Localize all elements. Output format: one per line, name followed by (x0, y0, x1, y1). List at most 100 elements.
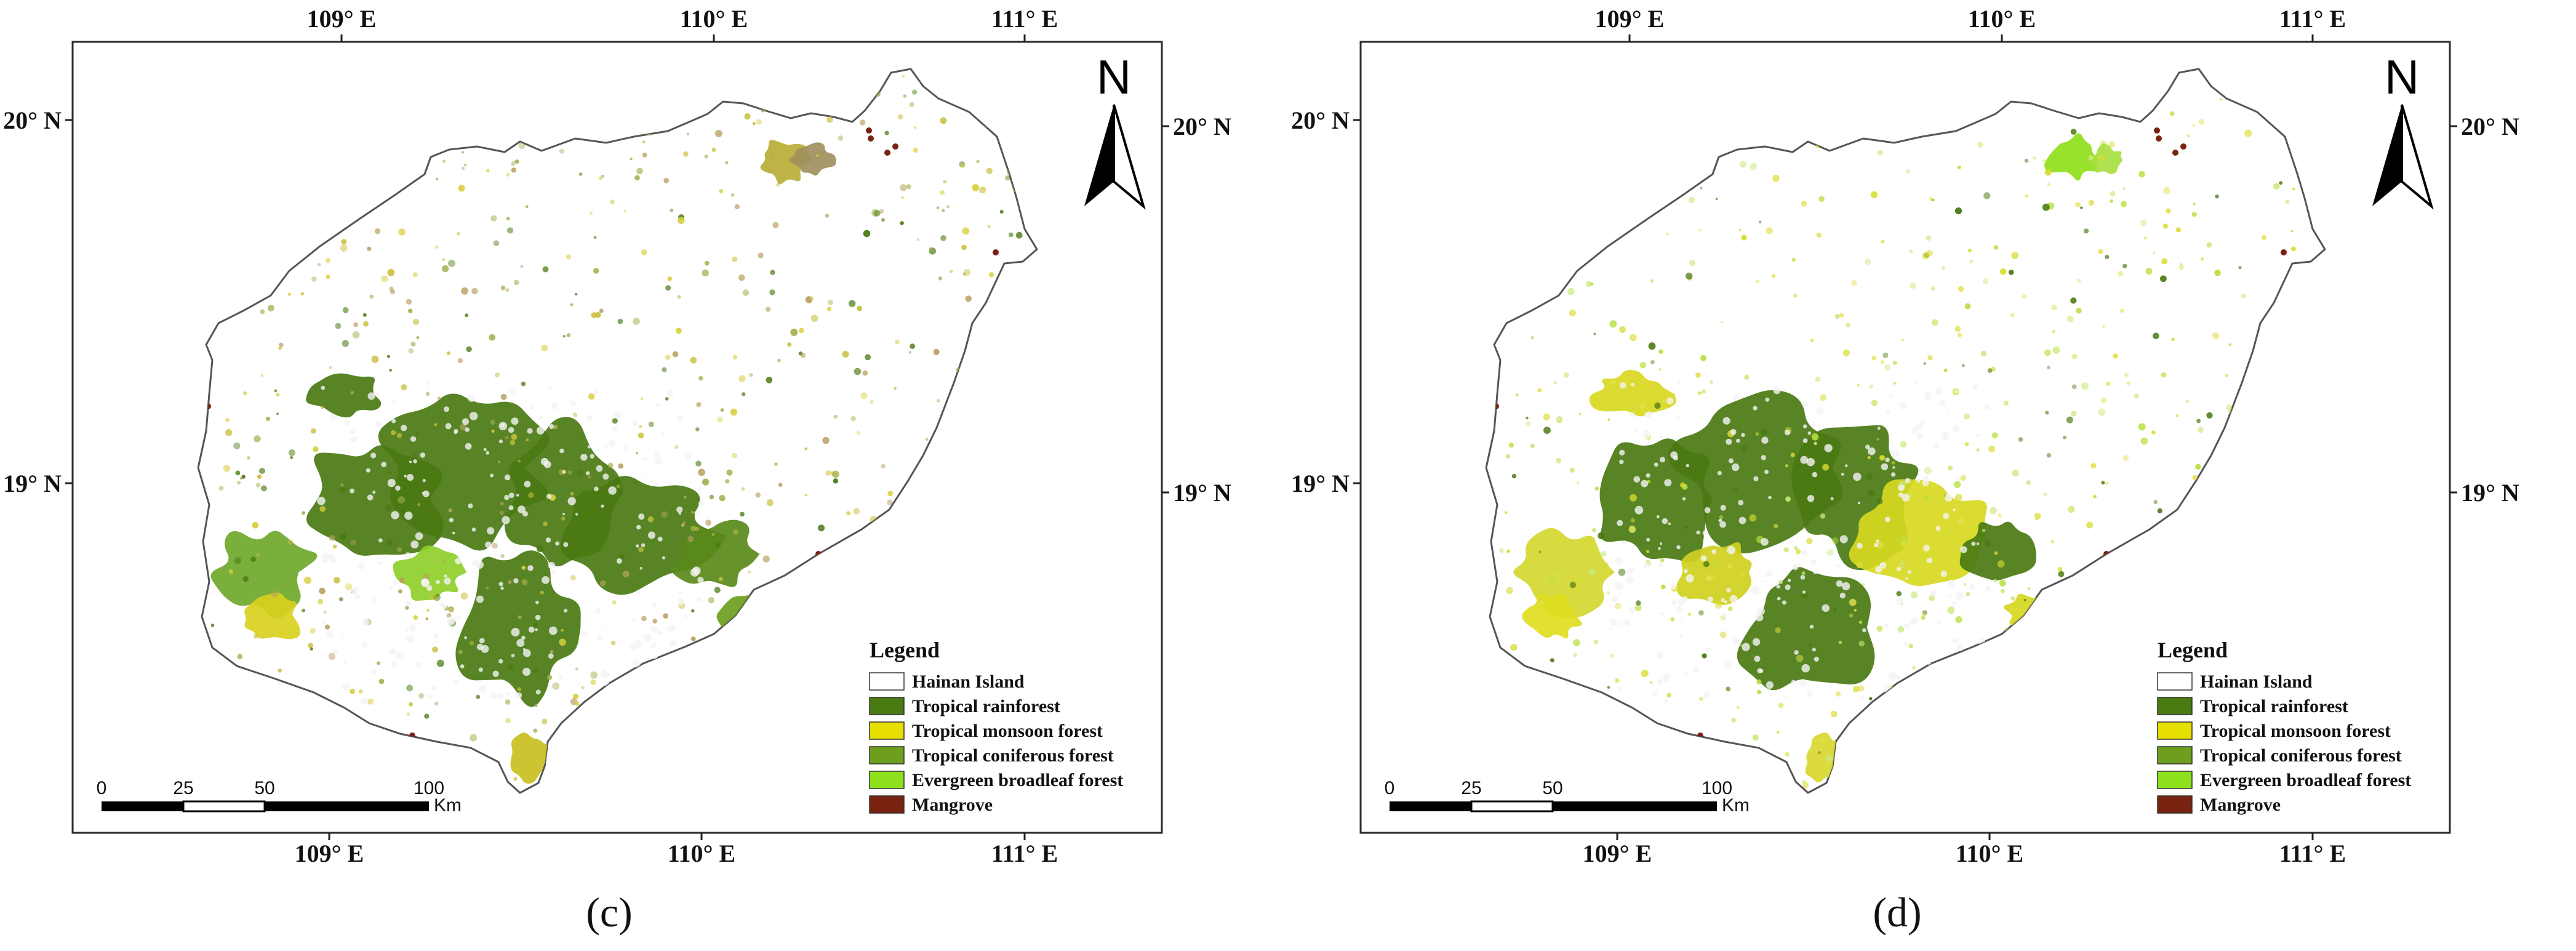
forest-speckle (2084, 228, 2089, 234)
forest-speckle (437, 396, 441, 400)
forest-speckle (1876, 625, 1883, 632)
forest-speckle (769, 593, 775, 599)
forest-speckle (2000, 588, 2005, 593)
forest-speckle (510, 439, 516, 446)
forest-speckle (738, 274, 745, 281)
clearing-speckle (1975, 433, 1980, 437)
forest-patch (378, 393, 550, 551)
clearing-speckle (1935, 387, 1943, 395)
forest-speckle (374, 228, 381, 235)
map-panel-d: 109° E 110° E 111° E 109° E 110° E 111° E 20° … (1288, 0, 2576, 951)
forest-speckle (286, 220, 290, 225)
forest-speckle (425, 617, 428, 620)
clearing-speckle (1678, 634, 1683, 638)
forest-speckle (432, 646, 438, 653)
forest-speckle (1934, 77, 1938, 81)
forest-speckle (1559, 569, 1564, 574)
forest-speckle (1728, 606, 1733, 611)
legend-swatch (869, 697, 905, 715)
forest-speckle (715, 130, 722, 137)
forest-speckle (559, 638, 566, 646)
clearing-speckle (1898, 492, 1903, 497)
forest-speckle (1987, 368, 1993, 373)
clearing-speckle (471, 528, 476, 532)
forest-speckle (242, 391, 247, 396)
forest-speckle (211, 307, 217, 313)
forest-speckle (318, 598, 324, 604)
forest-speckle (366, 103, 374, 111)
forest-speckle (1650, 359, 1655, 364)
forest-speckle (711, 532, 715, 536)
forest-speckle (2175, 227, 2181, 233)
forest-speckle (275, 109, 283, 117)
forest-speckle (469, 640, 474, 646)
forest-speckle (319, 755, 326, 761)
forest-speckle (881, 218, 885, 222)
forest-speckle (2312, 429, 2316, 433)
forest-speckle (2148, 614, 2156, 621)
forest-speckle (930, 716, 933, 719)
clearing-speckle (1903, 623, 1910, 630)
forest-speckle (1857, 383, 1860, 387)
forest-speckle (1601, 551, 1607, 557)
forest-speckle (1877, 150, 1883, 156)
forest-speckle (1520, 692, 1524, 697)
forest-speckle (962, 272, 967, 276)
forest-speckle (773, 688, 779, 694)
north-arrow-right-half (2401, 104, 2434, 210)
forest-speckle (938, 276, 943, 281)
forest-speckle (514, 159, 519, 164)
forest-speckle (2290, 246, 2296, 252)
scale-label: 25 (173, 778, 193, 798)
forest-speckle (1697, 391, 1702, 395)
forest-speckle (1538, 550, 1542, 553)
forest-speckle (867, 552, 873, 557)
clearing-speckle (655, 457, 662, 465)
forest-speckle (1902, 755, 1908, 761)
forest-speckle (678, 107, 684, 113)
forest-speckle (570, 303, 574, 307)
forest-speckle (500, 502, 504, 506)
forest-speckle (1924, 73, 1929, 77)
clearing-speckle (1895, 675, 1901, 680)
forest-speckle (311, 276, 317, 282)
clearing-speckle (1732, 394, 1740, 401)
clearing-speckle (604, 444, 607, 447)
forest-speckle (591, 312, 597, 318)
forest-speckle (2068, 505, 2075, 513)
clearing-speckle (1947, 579, 1955, 587)
legend-swatch (869, 771, 905, 789)
forest-speckle (709, 494, 714, 500)
clearing-speckle (1717, 471, 1722, 476)
forest-speckle (1932, 761, 1937, 766)
forest-speckle (704, 154, 708, 159)
clearing-speckle (420, 452, 426, 458)
forest-speckle (2110, 199, 2113, 203)
forest-speckle (641, 723, 647, 729)
clearing-speckle (454, 616, 459, 620)
clearing-speckle (1732, 637, 1741, 646)
forest-speckle (2124, 372, 2129, 377)
forest-speckle (575, 701, 580, 706)
clearing-speckle (1844, 464, 1848, 467)
forest-speckle (1923, 362, 1927, 366)
clearing-speckle (1764, 470, 1769, 475)
forest-speckle (1666, 232, 1669, 235)
forest-speckle (2305, 388, 2312, 395)
forest-cover-layer (1493, 71, 2324, 788)
forest-speckle (304, 576, 311, 584)
forest-speckle (2193, 632, 2197, 636)
clearing-speckle (1768, 496, 1772, 500)
forest-speckle (1754, 89, 1759, 94)
clearing-speckle (687, 673, 693, 679)
forest-speckle (1727, 564, 1732, 569)
forest-speckle (975, 592, 981, 598)
forest-speckle (1740, 644, 1743, 647)
forest-speckle (505, 288, 510, 292)
clearing-speckle (454, 431, 457, 435)
forest-speckle (910, 343, 915, 349)
forest-speckle (1569, 467, 1575, 473)
forest-speckle (350, 132, 356, 139)
forest-speckle (2026, 480, 2031, 485)
forest-speckle (1929, 197, 1934, 201)
